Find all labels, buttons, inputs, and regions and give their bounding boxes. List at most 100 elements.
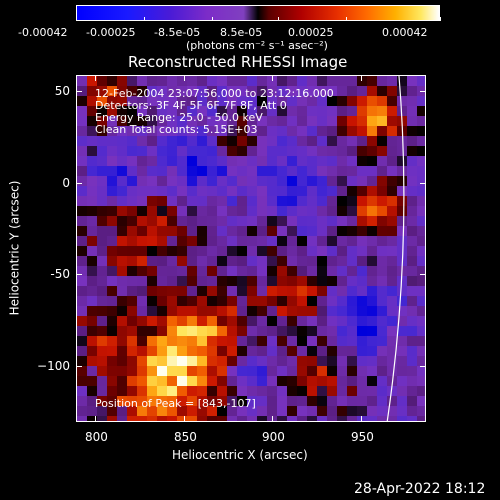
image-pixel <box>197 316 208 327</box>
image-pixel <box>257 286 268 297</box>
image-pixel <box>337 276 348 287</box>
image-pixel <box>347 326 358 337</box>
image-pixel <box>307 256 318 267</box>
image-pixel <box>137 76 148 87</box>
image-pixel <box>237 226 248 237</box>
image-pixel <box>217 256 228 267</box>
image-pixel <box>237 196 248 207</box>
image-pixel <box>197 156 208 167</box>
image-pixel <box>287 136 298 147</box>
image-pixel <box>327 146 338 157</box>
image-pixel <box>87 236 98 247</box>
image-pixel <box>97 86 108 97</box>
image-pixel <box>247 156 258 167</box>
image-pixel <box>407 266 418 277</box>
image-pixel <box>107 276 118 287</box>
image-pixel <box>147 96 158 107</box>
image-pixel <box>357 86 368 97</box>
image-pixel <box>297 386 308 397</box>
image-pixel <box>267 396 278 407</box>
image-pixel <box>247 256 258 267</box>
image-pixel <box>227 226 238 237</box>
image-pixel <box>257 266 268 277</box>
image-pixel <box>167 76 178 87</box>
image-pixel <box>217 286 228 297</box>
image-pixel <box>397 96 408 107</box>
image-pixel <box>167 226 178 237</box>
image-pixel <box>257 376 268 387</box>
image-pixel <box>137 236 148 247</box>
image-pixel <box>177 206 188 217</box>
image-pixel <box>77 206 88 217</box>
image-pixel <box>257 386 268 397</box>
image-pixel <box>147 306 158 317</box>
image-pixel <box>387 266 398 277</box>
image-pixel <box>137 276 148 287</box>
image-pixel <box>297 206 308 217</box>
image-pixel <box>227 386 238 397</box>
image-pixel <box>117 76 128 87</box>
image-pixel <box>197 296 208 307</box>
image-pixel <box>387 306 398 317</box>
image-pixel <box>267 106 278 117</box>
image-pixel <box>397 206 408 217</box>
image-pixel <box>217 336 228 347</box>
image-pixel <box>167 246 178 257</box>
image-pixel <box>107 116 118 127</box>
image-pixel <box>327 256 338 267</box>
image-pixel <box>367 416 378 421</box>
image-pixel <box>87 226 98 237</box>
image-pixel <box>307 276 318 287</box>
image-pixel <box>157 276 168 287</box>
image-pixel <box>347 76 358 87</box>
image-pixel <box>277 286 288 297</box>
image-pixel <box>277 126 288 137</box>
image-pixel <box>237 126 248 137</box>
image-pixel <box>137 256 148 267</box>
image-pixel <box>97 366 108 377</box>
footer-date: 28-Apr-2022 18:12 <box>354 481 486 497</box>
image-pixel <box>177 246 188 257</box>
image-pixel <box>147 386 158 397</box>
image-pixel <box>307 206 318 217</box>
image-pixel <box>347 196 358 207</box>
image-pixel <box>407 106 418 117</box>
image-pixel <box>227 236 238 247</box>
image-pixel <box>77 116 88 127</box>
image-pixel <box>97 96 108 107</box>
image-pixel <box>187 276 198 287</box>
image-pixel <box>327 186 338 197</box>
image-pixel <box>197 356 208 367</box>
image-pixel <box>237 186 248 197</box>
image-pixel <box>367 326 378 337</box>
image-pixel <box>167 366 178 377</box>
image-pixel <box>387 106 398 117</box>
image-pixel <box>147 186 158 197</box>
image-pixel <box>277 266 288 277</box>
image-pixel <box>177 346 188 357</box>
image-pixel <box>107 376 118 387</box>
image-pixel <box>97 356 108 367</box>
image-pixel <box>307 226 318 237</box>
image-pixel <box>287 396 298 407</box>
image-pixel <box>267 176 278 187</box>
image-pixel <box>347 216 358 227</box>
image-pixel <box>87 276 98 287</box>
image-pixel <box>167 116 178 127</box>
image-pixel <box>397 146 408 157</box>
image-pixel <box>347 416 358 421</box>
image-pixel <box>417 186 425 197</box>
image-pixel <box>117 96 128 107</box>
image-pixel <box>337 346 348 357</box>
image-pixel <box>267 136 278 147</box>
image-pixel <box>377 216 388 227</box>
image-pixel <box>77 326 88 337</box>
image-pixel <box>287 86 298 97</box>
image-pixel <box>147 196 158 207</box>
image-pixel <box>87 356 98 367</box>
image-pixel <box>97 76 108 87</box>
image-pixel <box>307 386 318 397</box>
image-pixel <box>287 326 298 337</box>
image-pixel <box>177 166 188 177</box>
image-pixel <box>207 356 218 367</box>
